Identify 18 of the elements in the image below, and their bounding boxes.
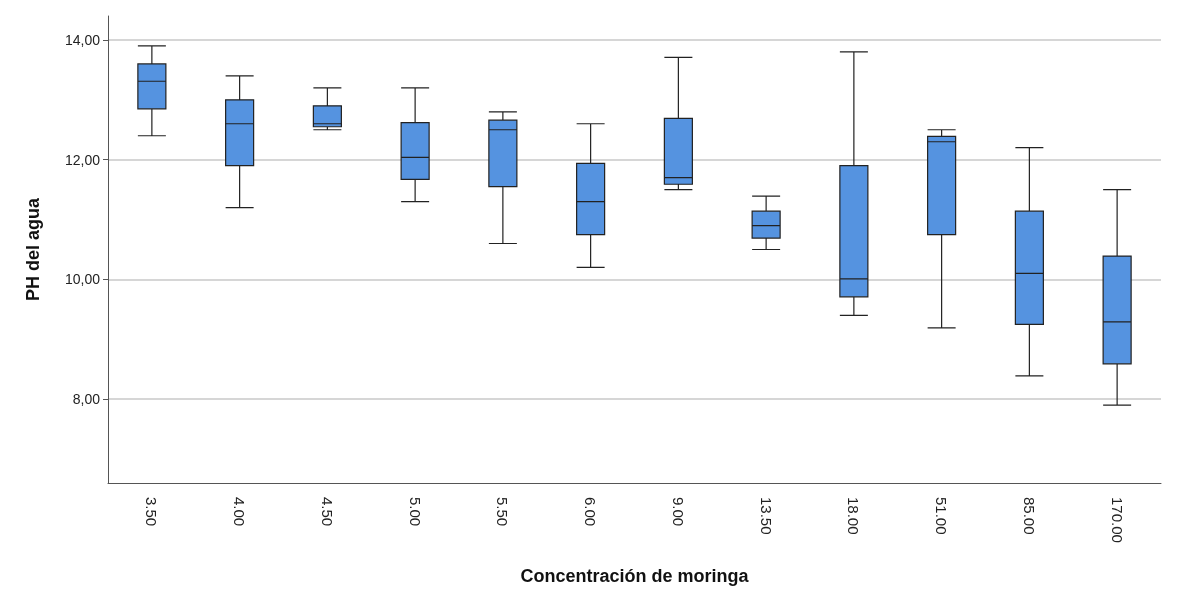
x-tick-label: 4.00 [231, 497, 249, 527]
x-tick-label: 5.50 [494, 497, 512, 527]
y-tick-label: 14,00 [64, 31, 101, 48]
y-tick-label: 12,00 [64, 151, 101, 168]
x-tick-label: 18.00 [845, 497, 863, 535]
x-axis-title: Concentración de moringa [520, 566, 750, 586]
x-tick-label: 51.00 [933, 497, 951, 535]
x-tick-label: 6.00 [582, 497, 600, 527]
x-tick-label: 4.50 [318, 497, 336, 527]
x-tick-label: 3.50 [143, 497, 161, 527]
y-tick-label: 10,00 [64, 271, 101, 288]
x-tick-label: 85.00 [1020, 497, 1038, 535]
y-axis-title: PH del agua [23, 197, 43, 302]
x-tick-label: 13.50 [757, 497, 775, 535]
x-tick-label: 9.00 [669, 497, 687, 527]
x-tick-label: 170.00 [1108, 497, 1126, 543]
x-tick-label: 5.00 [406, 497, 424, 527]
y-tick-label: 8,00 [72, 391, 101, 408]
